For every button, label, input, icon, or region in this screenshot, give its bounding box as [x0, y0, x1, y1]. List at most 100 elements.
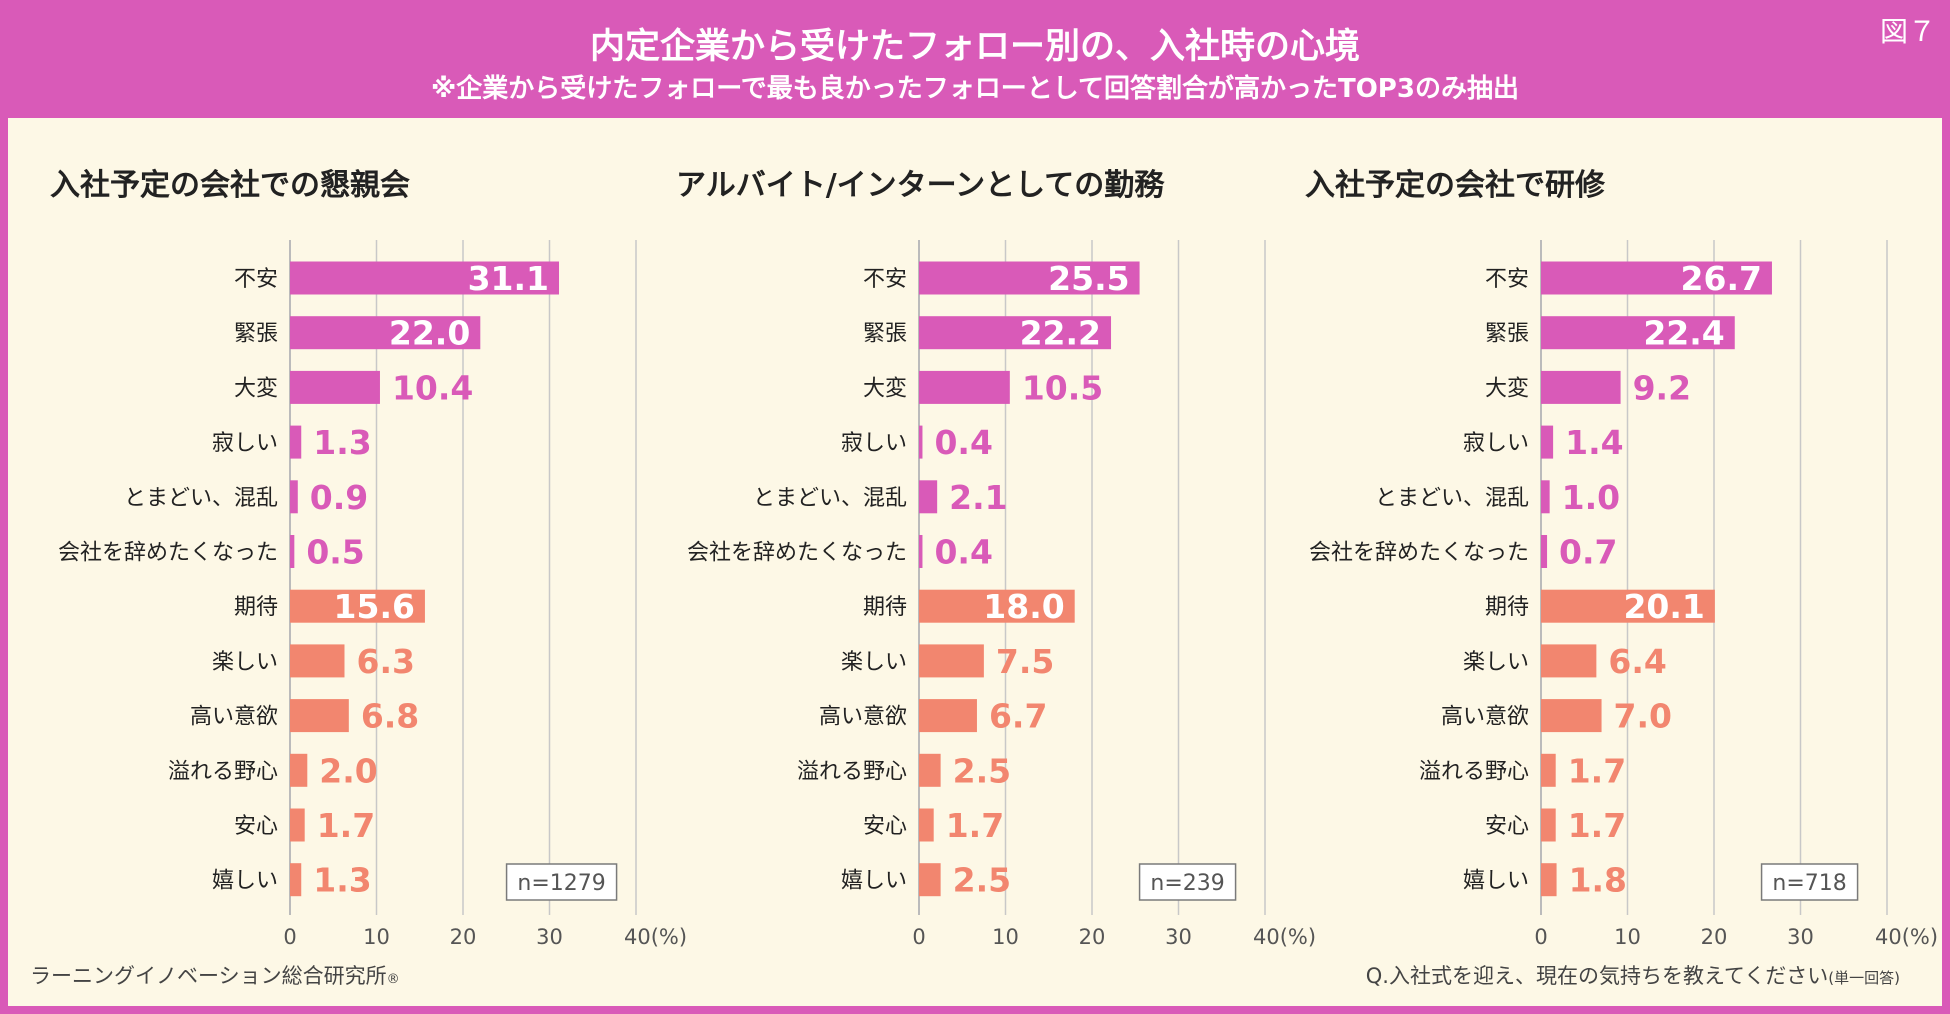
- x-tick-label: 10: [1614, 925, 1641, 949]
- category-label: 不安: [1485, 267, 1529, 292]
- data-label: 1.0: [1562, 478, 1620, 517]
- category-label: 緊張: [234, 322, 278, 347]
- category-label: 嬉しい: [841, 869, 907, 894]
- chart-title-2: アルバイト/インターンとしての勤務: [676, 168, 1165, 203]
- data-label: 20.1: [1623, 587, 1704, 626]
- data-label: 2.1: [949, 478, 1007, 517]
- data-label: 10.4: [392, 368, 473, 407]
- category-label: 高い意欲: [819, 705, 907, 730]
- bar: [1541, 753, 1556, 787]
- bar: [290, 644, 345, 678]
- registered-mark: ®: [386, 972, 400, 987]
- data-label: 6.4: [1608, 642, 1666, 681]
- category-label: 不安: [863, 267, 907, 292]
- data-label: 6.3: [356, 642, 414, 681]
- source-credit: ラーニングイノベーション総合研究所®: [30, 960, 400, 990]
- question-note-small: (単一回答): [1828, 969, 1900, 987]
- category-label: 会社を辞めたくなった: [1309, 541, 1529, 566]
- sample-size-box: [505, 863, 618, 901]
- category-label: 高い意欲: [1441, 705, 1529, 730]
- bar: [919, 261, 1140, 295]
- page-subtitle: ※企業から受けたフォローで最も良かったフォローとして回答割合が高かったTOP3の…: [431, 74, 1519, 104]
- x-tick-label: 40(%): [1253, 925, 1316, 949]
- data-label: 0.4: [934, 423, 992, 462]
- x-tick-label: 30: [536, 925, 563, 949]
- bar: [919, 699, 977, 733]
- bar: [1541, 261, 1772, 295]
- data-label: 26.7: [1681, 259, 1762, 298]
- bar: [919, 316, 1112, 350]
- x-tick-label: 10: [992, 925, 1019, 949]
- data-label: 6.7: [989, 697, 1047, 736]
- data-label: 15.6: [334, 587, 415, 626]
- category-label: 緊張: [1485, 322, 1529, 347]
- category-label: 楽しい: [841, 650, 907, 675]
- bar: [1541, 644, 1597, 678]
- data-label: 10.5: [1022, 368, 1103, 407]
- category-label: 楽しい: [1463, 650, 1529, 675]
- category-label: 会社を辞めたくなった: [687, 541, 907, 566]
- chart-title-3: 入社予定の会社で研修: [1305, 168, 1605, 203]
- bar: [919, 480, 938, 514]
- bar: [290, 370, 380, 404]
- bar: [1541, 535, 1548, 568]
- bar: [290, 863, 302, 897]
- category-label: 嬉しい: [1463, 869, 1529, 894]
- header-banner: 内定企業から受けたフォロー別の、入社時の心境 ※企業から受けたフォローで最も良か…: [0, 0, 1950, 118]
- bar: [290, 316, 481, 350]
- data-label: 0.4: [934, 533, 992, 572]
- category-label: 安心: [863, 814, 907, 839]
- bar: [1541, 699, 1602, 733]
- x-tick-label: 20: [1079, 925, 1106, 949]
- category-label: 緊張: [863, 322, 907, 347]
- sample-size-label: n=718: [1772, 871, 1846, 896]
- category-label: 不安: [234, 267, 278, 292]
- data-label: 25.5: [1048, 259, 1129, 298]
- data-label: 1.7: [317, 806, 375, 845]
- bar: [290, 753, 308, 787]
- category-label: 楽しい: [212, 650, 278, 675]
- bar: [1541, 425, 1554, 459]
- category-label: 大変: [234, 376, 278, 401]
- x-tick-label: 40(%): [624, 925, 687, 949]
- sample-size-box: [1138, 863, 1237, 901]
- data-label: 1.7: [946, 806, 1004, 845]
- bar: [290, 425, 302, 459]
- x-tick-label: 10: [363, 925, 390, 949]
- bar: [1541, 808, 1556, 842]
- data-label: 1.3: [313, 861, 371, 900]
- data-label: 1.3: [313, 423, 371, 462]
- category-label: 高い意欲: [190, 705, 278, 730]
- chart-3: 0 10 20 30 40(%) 不安 26.7 緊張 22.4 大変 9.2 寂しい 1.4 とまどい、…: [1309, 240, 1938, 949]
- data-label: 18.0: [983, 587, 1064, 626]
- data-label: 1.7: [1568, 751, 1626, 790]
- x-tick-label: 30: [1787, 925, 1814, 949]
- category-label: 大変: [1485, 376, 1529, 401]
- category-label: 溢れる野心: [168, 759, 278, 784]
- category-label: 寂しい: [212, 431, 278, 456]
- category-label: 溢れる野心: [797, 759, 907, 784]
- data-label: 0.7: [1559, 533, 1617, 572]
- category-label: 大変: [863, 376, 907, 401]
- data-label: 2.0: [319, 751, 377, 790]
- category-label: 安心: [1485, 814, 1529, 839]
- bar: [919, 370, 1010, 404]
- category-label: 安心: [234, 814, 278, 839]
- bar: [1541, 370, 1621, 404]
- category-label: 寂しい: [1463, 431, 1529, 456]
- chart-title-1: 入社予定の会社での懇親会: [50, 168, 410, 203]
- data-label: 9.2: [1633, 368, 1691, 407]
- bar: [290, 589, 425, 623]
- data-label: 2.5: [953, 751, 1011, 790]
- question-note: Q.入社式を迎え、現在の気持ちを教えてください(単一回答): [1366, 960, 1900, 990]
- category-label: とまどい、混乱: [1375, 486, 1529, 511]
- data-label: 2.5: [953, 861, 1011, 900]
- bar: [919, 535, 923, 568]
- x-tick-label: 20: [1701, 925, 1728, 949]
- data-label: 22.4: [1643, 314, 1724, 353]
- bar: [290, 535, 295, 568]
- source-credit-text: ラーニングイノベーション総合研究所: [30, 964, 387, 988]
- category-label: 溢れる野心: [1419, 759, 1529, 784]
- data-label: 22.0: [389, 314, 470, 353]
